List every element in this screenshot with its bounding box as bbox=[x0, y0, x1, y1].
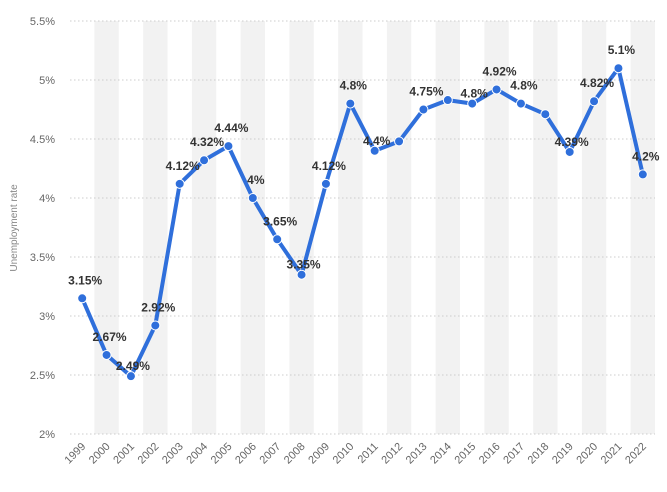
data-point-2012 bbox=[394, 136, 405, 147]
column-band-2018 bbox=[533, 21, 558, 434]
data-point-2013 bbox=[418, 104, 429, 115]
data-point-2007 bbox=[272, 234, 283, 245]
data-label-2013: 4.75% bbox=[409, 85, 443, 99]
x-tick-label: 1999 bbox=[63, 441, 89, 467]
data-label-2001: 2.49% bbox=[116, 359, 150, 373]
y-tick-label: 3% bbox=[39, 311, 55, 323]
x-axis-tick-labels: 1999200020012002200320042005200620072008… bbox=[63, 441, 649, 467]
y-tick-label: 4.5% bbox=[30, 134, 55, 146]
data-point-2018 bbox=[540, 109, 551, 120]
y-tick-label: 5% bbox=[39, 75, 55, 87]
data-label-2015: 4.8% bbox=[461, 87, 489, 101]
data-label-2019: 4.39% bbox=[555, 135, 589, 149]
data-point-2004 bbox=[199, 155, 210, 166]
alternating-column-bands bbox=[94, 21, 655, 434]
x-tick-label: 2013 bbox=[404, 441, 430, 467]
data-point-2021 bbox=[613, 63, 624, 74]
column-band-2000 bbox=[94, 21, 119, 434]
data-point-2016 bbox=[491, 84, 502, 95]
data-point-2001 bbox=[125, 371, 136, 382]
data-label-2022: 4.2% bbox=[632, 149, 660, 163]
data-point-2019 bbox=[564, 146, 575, 157]
data-label-2007: 3.65% bbox=[263, 214, 297, 228]
data-point-2015 bbox=[467, 98, 478, 109]
data-point-1999 bbox=[77, 293, 88, 304]
data-label-2002: 2.92% bbox=[141, 300, 175, 314]
data-points bbox=[77, 63, 648, 382]
x-tick-label: 2006 bbox=[233, 441, 259, 467]
column-band-2006 bbox=[240, 21, 265, 434]
data-labels: 3.15% 2.67% 2.49% 2.92% 4.12% 4.32%4.44% 4% 3.6… bbox=[68, 43, 660, 373]
data-point-2003 bbox=[174, 178, 185, 189]
x-tick-label: 2022 bbox=[623, 441, 649, 467]
x-tick-label: 2011 bbox=[356, 441, 381, 466]
x-tick-label: 2001 bbox=[111, 441, 137, 467]
y-axis-tick-labels: 2% 2.5% 3% 3.5% 4% 4.5% 5% 5.5% bbox=[30, 16, 55, 441]
data-point-2009 bbox=[320, 178, 331, 189]
data-point-2014 bbox=[442, 95, 453, 106]
y-tick-label: 5.5% bbox=[30, 16, 55, 28]
y-tick-label: 2.5% bbox=[30, 370, 55, 382]
data-label-2008: 3.35% bbox=[287, 258, 321, 272]
y-tick-label: 2% bbox=[39, 429, 55, 441]
data-label-2000: 2.67% bbox=[93, 330, 127, 344]
data-point-2011 bbox=[369, 145, 380, 156]
data-label-2005: 4.44% bbox=[214, 121, 248, 135]
x-tick-label: 2015 bbox=[453, 441, 479, 467]
x-tick-label: 2005 bbox=[209, 441, 235, 467]
column-band-2022 bbox=[630, 21, 655, 434]
data-label-2010: 4.8% bbox=[340, 79, 368, 93]
data-label-2020: 4.82% bbox=[580, 76, 614, 90]
data-point-2002 bbox=[150, 320, 161, 331]
series-line bbox=[80, 66, 645, 379]
column-band-2004 bbox=[191, 21, 217, 434]
column-band-2012 bbox=[386, 21, 412, 434]
data-label-2006: 4% bbox=[247, 173, 265, 187]
x-tick-label: 2000 bbox=[87, 441, 113, 467]
column-band-2008 bbox=[289, 21, 314, 434]
data-label-2004: 4.32% bbox=[190, 135, 224, 149]
y-axis-label: Unemployment rate bbox=[9, 184, 20, 272]
data-label-2009: 4.12% bbox=[312, 159, 346, 173]
data-point-2000 bbox=[101, 349, 112, 360]
x-tick-label: 2009 bbox=[306, 441, 332, 467]
data-label-2017: 4.8% bbox=[510, 79, 538, 93]
x-tick-label: 2021 bbox=[599, 441, 625, 467]
data-point-2008 bbox=[296, 269, 307, 280]
data-point-2005 bbox=[223, 141, 234, 152]
data-point-2020 bbox=[589, 96, 600, 107]
data-label-2003: 4.12% bbox=[166, 159, 200, 173]
data-point-2022 bbox=[637, 169, 648, 180]
column-band-2010 bbox=[338, 21, 363, 434]
x-tick-label: 2020 bbox=[574, 441, 600, 467]
column-band-2016 bbox=[484, 21, 509, 434]
data-point-2010 bbox=[345, 98, 356, 109]
x-tick-label: 2008 bbox=[282, 441, 308, 467]
y-tick-label: 4% bbox=[39, 193, 55, 205]
x-tick-label: 2002 bbox=[136, 441, 162, 467]
x-tick-label: 2003 bbox=[160, 441, 186, 467]
x-tick-label: 2016 bbox=[477, 441, 503, 467]
y-tick-label: 3.5% bbox=[30, 252, 55, 264]
data-label-2016: 4.92% bbox=[483, 64, 517, 78]
data-point-2006 bbox=[247, 193, 258, 203]
column-band-2002 bbox=[143, 21, 168, 434]
x-tick-label: 2018 bbox=[526, 441, 552, 467]
x-tick-label: 2004 bbox=[184, 441, 210, 467]
data-label-1999: 3.15% bbox=[68, 273, 102, 287]
x-tick-label: 2012 bbox=[379, 441, 405, 467]
data-label-2021: 5.1% bbox=[608, 43, 636, 57]
x-tick-label: 2017 bbox=[501, 441, 527, 467]
x-tick-label: 2010 bbox=[331, 441, 357, 467]
x-tick-label: 2014 bbox=[428, 441, 454, 467]
column-band-2014 bbox=[435, 21, 460, 434]
x-tick-label: 2007 bbox=[258, 441, 284, 467]
data-point-2017 bbox=[515, 98, 526, 109]
data-label-2011: 4.4% bbox=[363, 134, 391, 148]
x-tick-label: 2019 bbox=[550, 441, 576, 467]
